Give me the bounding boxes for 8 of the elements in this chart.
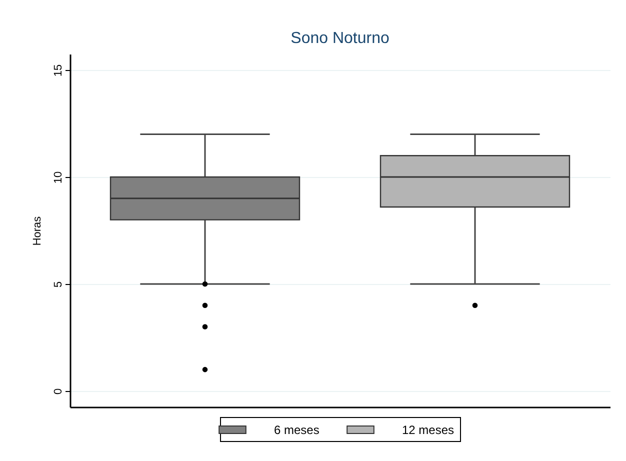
legend-label: 6 meses (274, 422, 320, 437)
chart-title: Sono Noturno (290, 30, 390, 47)
y-tick-label: 0 (52, 388, 64, 395)
y-axis-title: Horas (32, 216, 44, 246)
y-tick-label: 15 (52, 64, 64, 77)
legend-label: 12 meses (402, 422, 454, 437)
y-tick-label: 5 (52, 281, 64, 288)
y-tick-label: 10 (52, 171, 64, 184)
